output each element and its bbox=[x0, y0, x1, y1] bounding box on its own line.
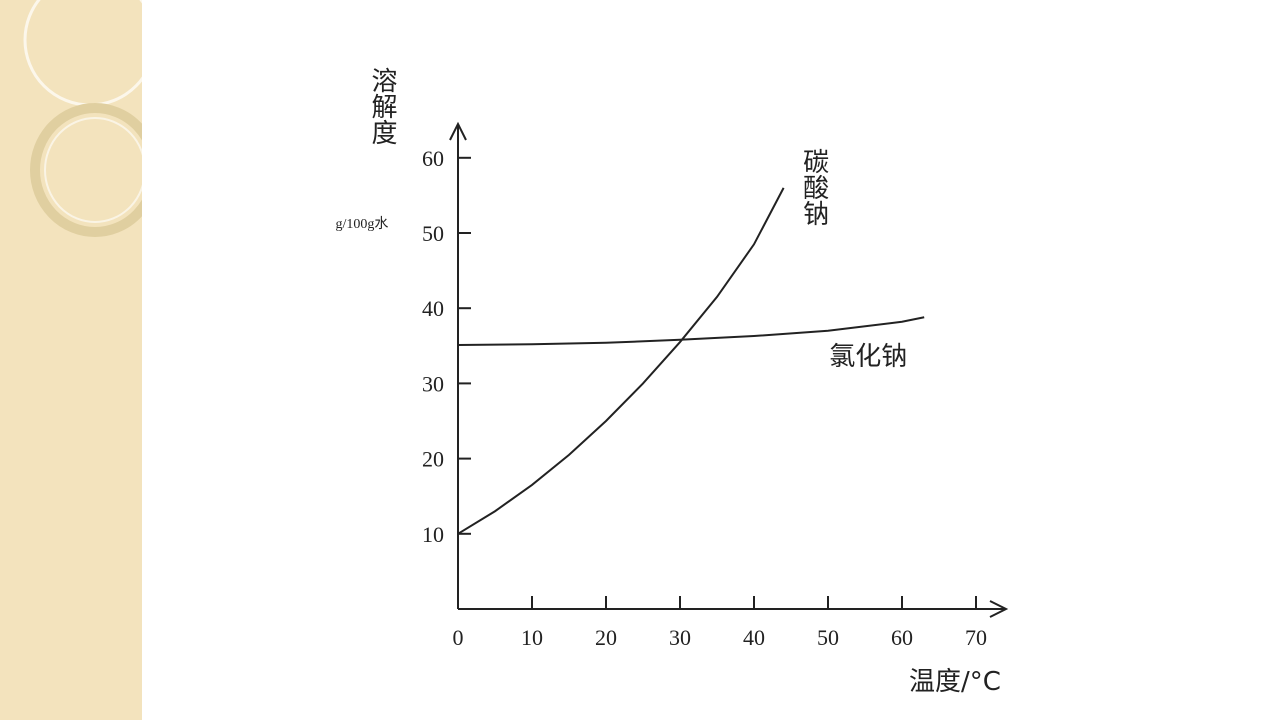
y-axis-unit: g/100g水 bbox=[336, 216, 389, 232]
y-tick-label: 20 bbox=[422, 447, 444, 472]
series-label: 碳酸钠 bbox=[799, 148, 829, 226]
x-arrow bbox=[989, 600, 1009, 618]
x-tick-label: 20 bbox=[595, 625, 617, 650]
series-label: 氯化钠 bbox=[829, 342, 907, 372]
x-tick-label: 70 bbox=[965, 625, 987, 650]
x-tick-label: 10 bbox=[521, 625, 543, 650]
x-tick-label: 60 bbox=[891, 625, 913, 650]
y-tick-label: 40 bbox=[422, 296, 444, 321]
x-tick-label: 50 bbox=[817, 625, 839, 650]
y-tick-label: 60 bbox=[422, 146, 444, 171]
y-axis-label: 溶解度 bbox=[367, 67, 397, 145]
x-tick-label: 40 bbox=[743, 625, 765, 650]
x-axis-label: 温度/°C bbox=[909, 667, 1001, 697]
series-line bbox=[457, 187, 785, 535]
x-tick-label: 0 bbox=[453, 625, 464, 650]
series-line bbox=[457, 316, 925, 347]
side-panel bbox=[0, 0, 160, 720]
x-tick-label: 30 bbox=[669, 625, 691, 650]
y-tick-label: 50 bbox=[422, 221, 444, 246]
y-arrow bbox=[449, 121, 467, 141]
y-tick-label: 30 bbox=[422, 371, 444, 396]
y-tick-label: 10 bbox=[422, 522, 444, 547]
